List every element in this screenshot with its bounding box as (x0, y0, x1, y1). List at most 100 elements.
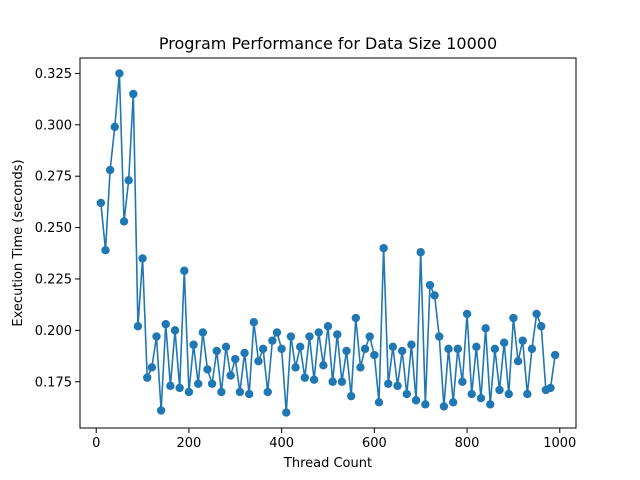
x-tick-label: 1000 (543, 436, 576, 451)
data-point (490, 344, 500, 354)
data-point (291, 363, 300, 372)
data-point (295, 342, 305, 352)
data-point (458, 377, 467, 386)
data-point (300, 373, 310, 382)
data-point (421, 400, 430, 409)
data-point (138, 254, 147, 263)
data-point (161, 319, 170, 329)
data-point (365, 332, 374, 341)
data-point (388, 342, 398, 352)
data-point (231, 354, 240, 364)
data-point (115, 69, 124, 78)
data-point (351, 313, 361, 323)
y-axis-label: Execution Time (seconds) (11, 159, 26, 326)
data-point (356, 363, 365, 372)
data-point (448, 398, 458, 407)
data-point (272, 328, 282, 337)
data-point (472, 342, 481, 352)
data-point (249, 317, 259, 327)
data-point (110, 122, 119, 132)
x-tick-label: 200 (177, 436, 202, 451)
data-point (523, 389, 532, 399)
data-point (513, 356, 523, 366)
data-point (370, 350, 379, 360)
data-point (129, 89, 138, 99)
data-point (217, 387, 226, 397)
data-point (407, 340, 416, 349)
x-axis-label: Thread Count (283, 456, 372, 471)
data-point (207, 379, 217, 389)
y-tick-label: 0.300 (35, 118, 72, 133)
data-point (342, 346, 351, 356)
y-tick-label: 0.275 (35, 170, 72, 185)
data-point (198, 328, 208, 337)
y-axis: 0.175 0.200 0.225 0.250 0.275 0.300 0.325 (35, 67, 80, 390)
data-point (416, 248, 425, 257)
data-point (212, 346, 221, 356)
data-point (495, 385, 504, 395)
data-point (333, 330, 342, 339)
data-point (346, 391, 356, 401)
plot-area (96, 69, 560, 417)
data-point (527, 344, 537, 354)
y-tick-label: 0.200 (35, 324, 72, 339)
x-tick-label: 0 (92, 436, 100, 451)
data-point (439, 402, 449, 411)
data-point (384, 379, 393, 389)
data-point (481, 324, 490, 333)
data-point (133, 322, 143, 331)
data-point (105, 165, 115, 175)
data-point (309, 375, 319, 384)
x-tick-label: 400 (269, 436, 294, 451)
data-point (319, 361, 328, 370)
data-point (235, 387, 245, 397)
data-point (467, 389, 476, 399)
data-point (546, 383, 555, 393)
data-point (143, 373, 152, 382)
data-point (499, 338, 509, 347)
data-point (166, 381, 175, 391)
data-point (226, 371, 235, 380)
data-point (175, 383, 184, 393)
data-point (170, 326, 180, 335)
data-point (374, 398, 384, 407)
data-point (156, 406, 166, 415)
data-point (245, 389, 254, 399)
data-point (180, 266, 189, 275)
data-point (286, 332, 296, 341)
data-point (518, 336, 527, 345)
data-point (435, 332, 444, 341)
data-point (152, 332, 161, 341)
data-point (360, 344, 370, 354)
data-point (254, 356, 263, 366)
data-point (550, 350, 560, 360)
data-point (430, 291, 439, 300)
data-point (203, 365, 212, 374)
x-tick-label: 600 (362, 436, 387, 451)
data-point (537, 322, 546, 331)
data-point (323, 322, 333, 331)
data-point (411, 396, 421, 405)
data-point (486, 400, 495, 409)
data-point (532, 309, 541, 319)
data-point (101, 245, 110, 255)
data-point (221, 342, 231, 352)
data-point (337, 377, 347, 386)
data-point (476, 393, 486, 403)
x-tick-label: 800 (455, 436, 480, 451)
data-point (268, 336, 277, 345)
data-point (425, 280, 435, 290)
data-point (379, 243, 388, 253)
data-point (305, 332, 314, 341)
data-point (444, 344, 453, 354)
data-point (184, 387, 194, 397)
data-point (147, 363, 157, 372)
data-point (328, 377, 337, 386)
y-tick-label: 0.325 (35, 67, 72, 82)
axes-frame (79, 57, 577, 429)
data-point (277, 344, 286, 354)
data-point (402, 389, 411, 399)
data-point (119, 217, 129, 226)
